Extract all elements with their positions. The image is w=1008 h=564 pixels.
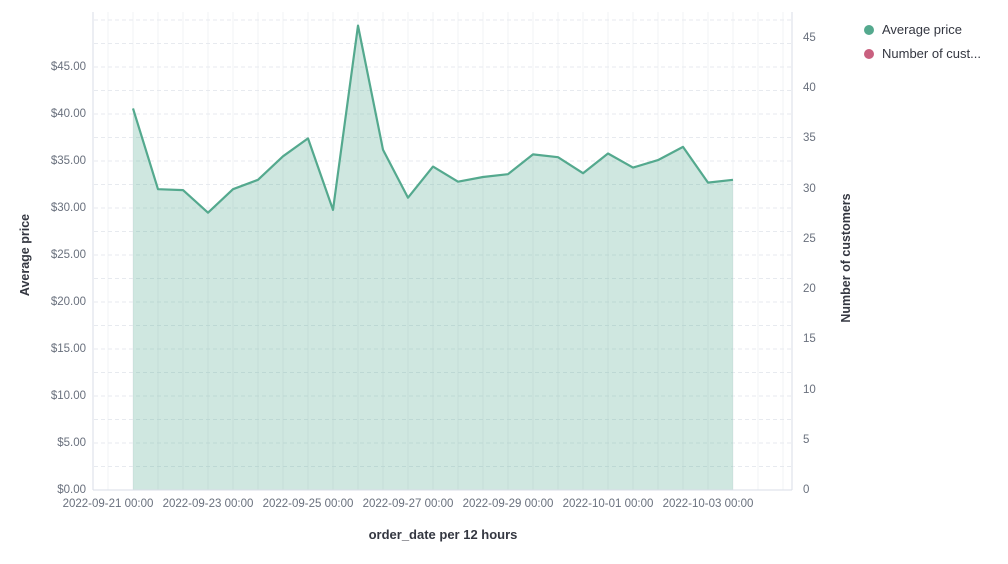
line-series-average-price[interactable] bbox=[131, 24, 734, 214]
y-left-tick-label: $40.00 bbox=[50, 108, 86, 120]
x-tick-label: 2022-10-01 00:00 bbox=[562, 498, 654, 510]
y-right-tick-label: 45 bbox=[803, 32, 816, 45]
y-right-tick-label: 0 bbox=[803, 484, 810, 496]
y-right-tick-label: 35 bbox=[803, 132, 816, 145]
y-right-tick-label: 30 bbox=[803, 182, 816, 195]
area-series-average-price[interactable] bbox=[133, 25, 733, 490]
legend-dot-icon bbox=[864, 24, 874, 35]
y-right-tick-label: 40 bbox=[803, 82, 816, 95]
y-left-tick-label: $10.00 bbox=[50, 390, 86, 402]
y-left-tick-label: $0.00 bbox=[57, 484, 86, 496]
y-right-tick-label: 15 bbox=[803, 333, 816, 346]
legend-label: Number of cust... bbox=[882, 46, 981, 61]
y-right-tick-label: 25 bbox=[803, 232, 816, 245]
x-tick-label: 2022-09-25 00:00 bbox=[262, 498, 354, 510]
x-tick-label: 2022-09-27 00:00 bbox=[362, 498, 454, 510]
x-tick-label: 2022-09-29 00:00 bbox=[462, 498, 554, 510]
y-left-tick-label: $35.00 bbox=[50, 155, 86, 167]
legend-dot-icon bbox=[864, 48, 874, 59]
legend: Average price Number of cust... bbox=[864, 22, 981, 61]
legend-label: Average price bbox=[882, 22, 962, 37]
y-right-tick-label: 5 bbox=[803, 433, 810, 446]
x-tick-label: 2022-09-21 00:00 bbox=[62, 498, 154, 510]
y-left-tick-label: $45.00 bbox=[50, 61, 86, 73]
x-axis-title: order_date per 12 hours bbox=[368, 527, 518, 542]
y-left-tick-label: $30.00 bbox=[50, 202, 86, 214]
y-left-tick-label: $15.00 bbox=[50, 343, 86, 355]
y-left-tick-label: $5.00 bbox=[57, 437, 86, 449]
x-tick-label: 2022-09-23 00:00 bbox=[162, 498, 254, 510]
y-axis-left-title: Average price bbox=[18, 213, 32, 297]
y-right-tick-label: 20 bbox=[803, 283, 816, 296]
legend-item-number-of-cust-[interactable]: Number of cust... bbox=[864, 46, 981, 61]
y-left-tick-label: $25.00 bbox=[50, 249, 86, 261]
y-right-tick-label: 10 bbox=[803, 383, 816, 396]
y-axis-right-title: Number of customers bbox=[839, 193, 853, 323]
x-tick-label: 2022-10-03 00:00 bbox=[662, 498, 754, 510]
legend-item-average-price[interactable]: Average price bbox=[864, 22, 981, 37]
y-left-tick-label: $20.00 bbox=[50, 296, 86, 308]
